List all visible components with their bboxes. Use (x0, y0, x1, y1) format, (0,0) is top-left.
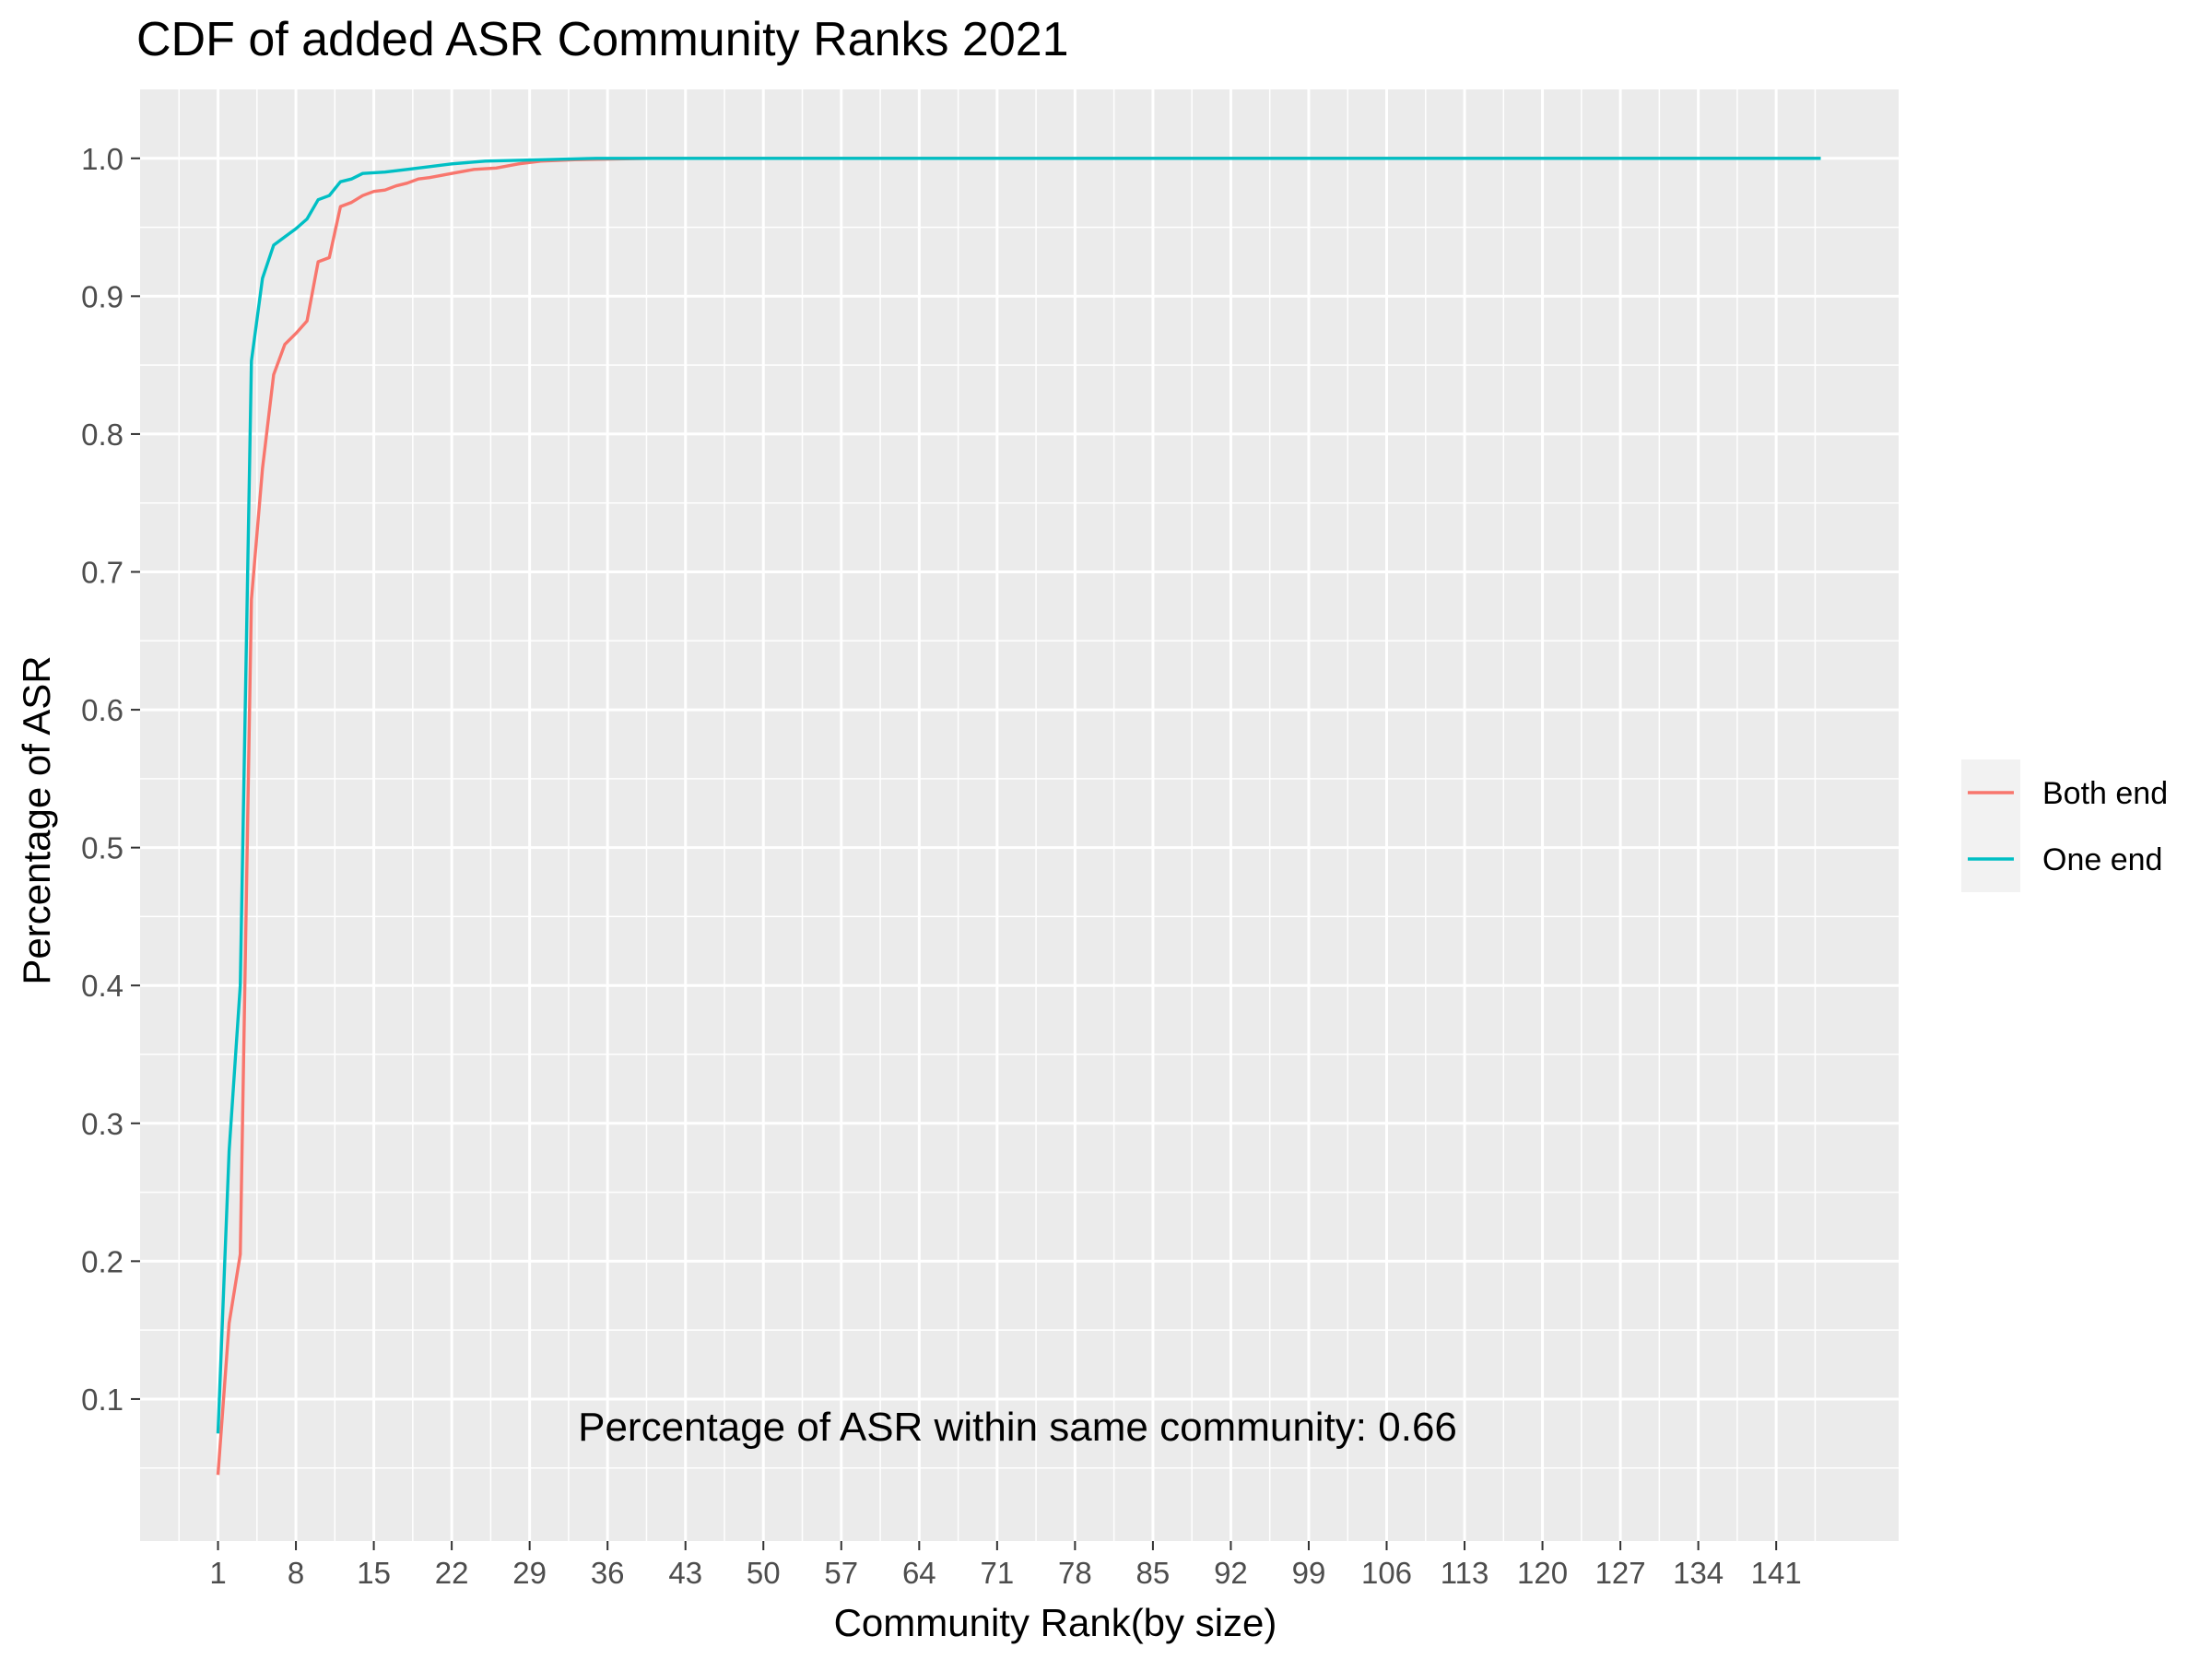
legend-label-both-end: Both end (2042, 776, 2168, 811)
y-tick-label: 0.2 (81, 1244, 124, 1278)
x-tick-label: 113 (1441, 1556, 1489, 1590)
x-tick-label: 8 (288, 1556, 304, 1590)
y-tick-label: 0.8 (81, 418, 124, 452)
y-tick-label: 0.6 (81, 693, 124, 727)
legend: Both end One end (1961, 759, 2168, 892)
series-lines (216, 157, 1821, 1476)
x-tick-label: 127 (1595, 1556, 1646, 1590)
x-tick-label: 99 (1292, 1556, 1326, 1590)
y-tick-label: 0.3 (81, 1107, 124, 1141)
y-tick-label: 0.1 (81, 1382, 124, 1417)
annotation-text: Percentage of ASR within same community:… (578, 1405, 1457, 1450)
legend-label-one-end: One end (2042, 842, 2162, 877)
x-tick-label: 50 (747, 1556, 781, 1590)
x-axis-ticks: 1 8 15 22 29 36 43 50 57 64 71 78 85 92 99 106 113 120 127… (209, 1541, 1802, 1590)
x-tick-label: 15 (357, 1556, 391, 1590)
x-tick-label: 106 (1361, 1556, 1412, 1590)
x-tick-label: 78 (1058, 1556, 1092, 1590)
x-tick-label: 120 (1517, 1556, 1568, 1590)
major-gridlines (140, 89, 1899, 1541)
x-tick-label: 85 (1136, 1556, 1171, 1590)
y-tick-label: 0.5 (81, 831, 124, 865)
x-tick-label: 141 (1751, 1556, 1802, 1590)
x-tick-label: 36 (591, 1556, 625, 1590)
x-tick-label: 57 (824, 1556, 858, 1590)
y-tick-label: 1.0 (81, 142, 124, 176)
series-line-one-end (216, 157, 1821, 1434)
x-tick-label: 22 (435, 1556, 469, 1590)
x-tick-label: 64 (902, 1556, 936, 1590)
x-tick-label: 92 (1214, 1556, 1248, 1590)
x-tick-label: 71 (980, 1556, 1014, 1590)
plot-panel (140, 89, 1899, 1541)
y-axis-title: Percentage of ASR (15, 655, 58, 984)
y-tick-label: 0.7 (81, 556, 124, 590)
x-tick-label: 29 (512, 1556, 547, 1590)
y-axis-ticks: 0.1 0.2 0.3 0.4 0.5 0.6 0.7 0.8 0.9 1.0 (81, 142, 140, 1417)
chart-title: CDF of added ASR Community Ranks 2021 (136, 13, 1069, 66)
y-tick-label: 0.9 (81, 279, 124, 313)
x-tick-label: 43 (668, 1556, 702, 1590)
series-line-both-end (216, 157, 1821, 1476)
x-tick-label: 134 (1673, 1556, 1724, 1590)
x-axis-title: Community Rank(by size) (834, 1601, 1277, 1644)
x-tick-label: 1 (209, 1556, 226, 1590)
y-tick-label: 0.4 (81, 969, 124, 1003)
minor-gridlines (140, 89, 1899, 1541)
